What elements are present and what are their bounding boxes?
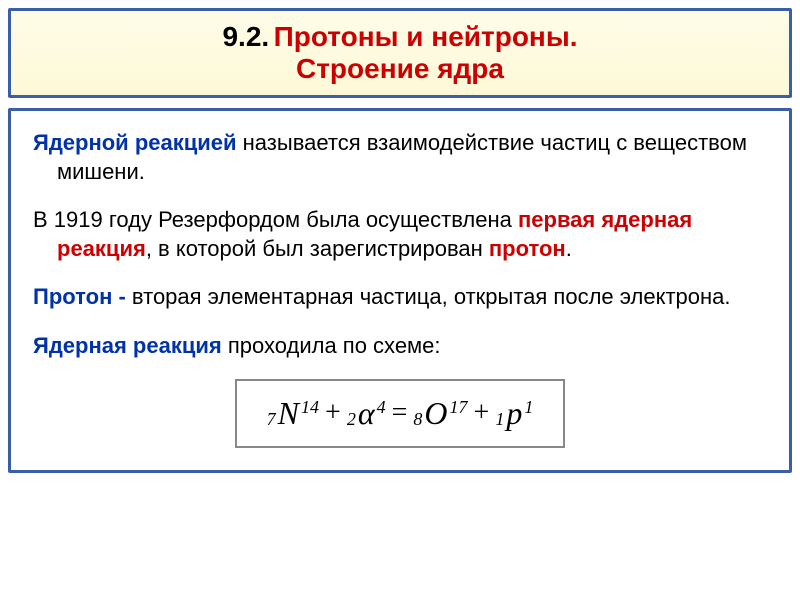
nuclide-alpha: 2 α 4 bbox=[347, 395, 386, 432]
operator-plus-1: + bbox=[325, 397, 341, 429]
term-nuclear-reaction: Ядерной реакцией bbox=[33, 130, 237, 155]
p3-text: вторая элементарная частица, открытая по… bbox=[126, 284, 731, 309]
n-sup: 14 bbox=[301, 397, 319, 418]
nuclide-oxygen: 8 O 17 bbox=[413, 395, 467, 432]
p2-mid: , в которой был зарегистрирован bbox=[146, 236, 489, 261]
term-nuclear-reaction-2: Ядерная реакция bbox=[33, 333, 222, 358]
alpha-sub: 2 bbox=[347, 409, 356, 430]
paragraph-2: В 1919 году Резерфордом была осуществлен… bbox=[33, 206, 767, 263]
formula-box: 7 N 14 + 2 α 4 = 8 O 17 + 1 p 1 bbox=[235, 379, 566, 448]
nuclide-nitrogen: 7 N 14 bbox=[267, 395, 319, 432]
title-text-2: Строение ядра bbox=[296, 53, 504, 84]
p2-pre: В 1919 году Резерфордом была осуществлен… bbox=[33, 207, 518, 232]
o-sup: 17 bbox=[450, 397, 468, 418]
alpha-sup: 4 bbox=[377, 397, 386, 418]
p2-end: . bbox=[566, 236, 572, 261]
paragraph-1: Ядерной реакцией называется взаимодейств… bbox=[33, 129, 767, 186]
n-sub: 7 bbox=[267, 409, 276, 430]
section-number: 9.2. bbox=[222, 21, 269, 52]
o-sub: 8 bbox=[413, 409, 422, 430]
nuclide-proton: 1 p 1 bbox=[495, 395, 533, 432]
paragraph-3: Протон - вторая элементарная частица, от… bbox=[33, 283, 767, 312]
o-letter: O bbox=[424, 395, 447, 432]
operator-plus-2: + bbox=[474, 397, 490, 429]
title-text-1: Протоны и нейтроны. bbox=[274, 21, 578, 52]
n-letter: N bbox=[278, 395, 299, 432]
operator-equals: = bbox=[392, 397, 408, 429]
term-proton-def: Протон - bbox=[33, 284, 126, 309]
p-sup: 1 bbox=[524, 397, 533, 418]
paragraph-4: Ядерная реакция проходила по схеме: bbox=[33, 332, 767, 361]
title-line-2: Строение ядра bbox=[31, 53, 769, 85]
title-box: 9.2. Протоны и нейтроны. Строение ядра bbox=[8, 8, 792, 98]
p-letter: p bbox=[506, 395, 522, 432]
p4-text: проходила по схеме: bbox=[222, 333, 441, 358]
p-sub: 1 bbox=[495, 409, 504, 430]
term-proton: протон bbox=[489, 236, 566, 261]
content-box: Ядерной реакцией называется взаимодейств… bbox=[8, 108, 792, 473]
title-line-1: 9.2. Протоны и нейтроны. bbox=[31, 21, 769, 53]
alpha-letter: α bbox=[358, 395, 375, 432]
